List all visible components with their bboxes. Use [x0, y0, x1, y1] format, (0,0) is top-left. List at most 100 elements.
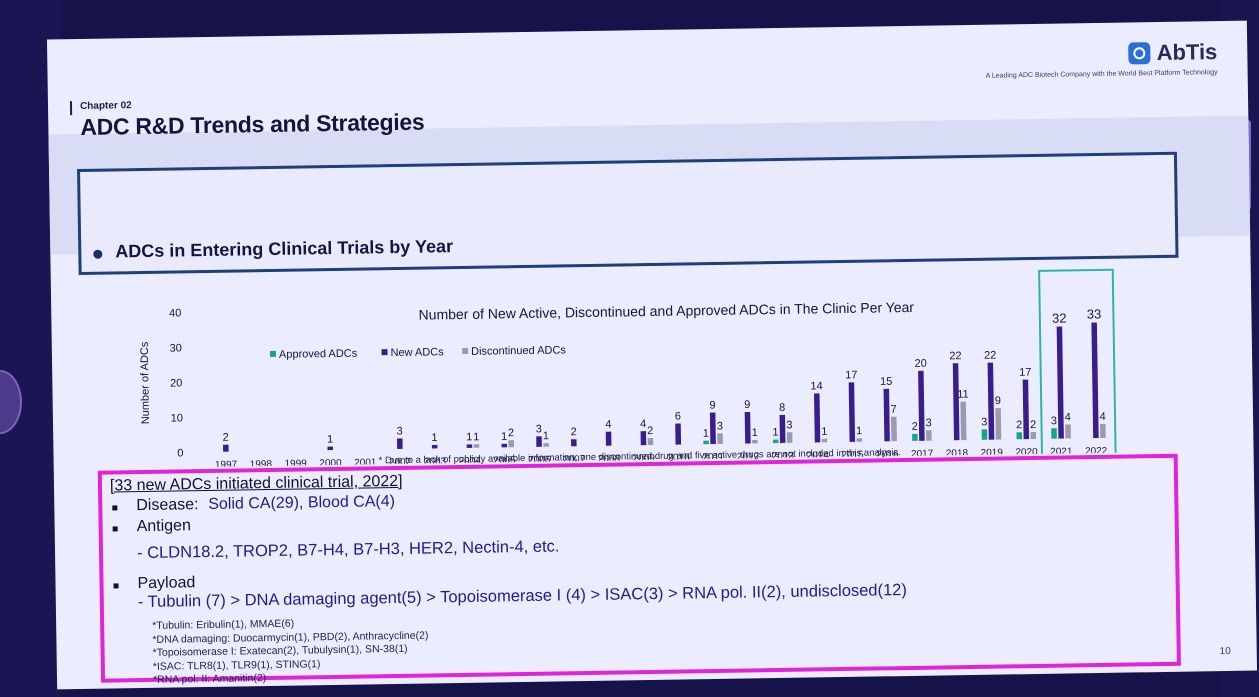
data-label: 7	[890, 404, 896, 416]
bar-discontinued-adcs	[926, 430, 932, 441]
bar-new-adcs	[709, 412, 716, 445]
bar-discontinued-adcs	[543, 443, 549, 447]
data-label: 20	[915, 358, 927, 370]
bar-approved-adcs	[981, 429, 988, 440]
bar-new-adcs	[223, 444, 229, 452]
x-tick-label: 2015	[841, 450, 864, 461]
bar-new-adcs	[675, 423, 682, 445]
x-tick-label: 2008	[598, 454, 621, 465]
bar-new-adcs	[848, 382, 856, 442]
bar-new-adcs	[536, 436, 542, 447]
x-tick-label: 2013	[772, 451, 795, 462]
x-tick-label: 2006	[528, 455, 551, 466]
data-label: 4	[1099, 411, 1105, 423]
data-label: 1	[327, 434, 333, 446]
details-box: [33 new ADCs initiated clinical trial, 2…	[97, 453, 1181, 686]
company-tagline: A Leading ADC Biotech Company with the W…	[985, 69, 1218, 80]
data-label: 17	[1019, 367, 1031, 379]
x-tick-label: 2021	[1050, 446, 1073, 457]
data-label: 3	[536, 423, 542, 435]
x-tick-label: 1997	[215, 460, 238, 469]
x-tick-label: 2004	[458, 456, 481, 467]
data-label: 1	[466, 431, 472, 443]
x-tick-label: 2001	[354, 457, 377, 468]
bar-new-adcs	[501, 443, 508, 448]
bullet-icon	[112, 526, 118, 532]
bar-new-adcs	[571, 439, 577, 447]
payload-notes: *Tubulin: Eribulin(1), MMAE(6) *DNA dama…	[152, 616, 429, 688]
x-tick-label: 2010	[667, 452, 690, 463]
data-label: 15	[880, 376, 892, 388]
bar-new-adcs	[466, 444, 473, 448]
y-tick-label: 10	[171, 412, 183, 424]
data-label: 1	[821, 426, 827, 438]
data-label: 2	[647, 425, 653, 437]
data-label: 4	[1065, 411, 1071, 423]
logo-text: AbTis	[1156, 39, 1218, 66]
x-tick-label: 2002	[389, 457, 412, 468]
data-label: 3	[926, 417, 932, 429]
y-tick-label: 40	[169, 307, 181, 319]
bar-approved-adcs	[912, 433, 918, 441]
data-label: 9	[709, 400, 715, 412]
bar-discontinued-adcs	[960, 401, 967, 441]
data-label: 3	[396, 425, 402, 437]
data-label: 22	[949, 350, 961, 362]
data-label: 8	[779, 402, 785, 414]
bar-new-adcs	[744, 411, 751, 444]
x-tick-label: 2012	[737, 451, 760, 462]
x-tick-label: 2009	[633, 453, 656, 464]
x-tick-label: 2022	[1085, 446, 1108, 457]
bar-discontinued-adcs	[717, 433, 723, 444]
data-label: 2	[571, 426, 577, 438]
chapter-marker	[69, 101, 73, 116]
data-label: 3	[1051, 415, 1057, 427]
bar-approved-adcs	[1051, 428, 1057, 439]
chapter-label: Chapter 02	[79, 100, 132, 112]
bar-new-adcs	[431, 444, 438, 449]
bar-approved-adcs	[772, 439, 779, 444]
bar-new-adcs	[605, 431, 612, 446]
data-label: 32	[1052, 310, 1067, 325]
x-tick-label: 1999	[284, 458, 307, 468]
bar-new-adcs	[1022, 379, 1030, 440]
bar-approved-adcs	[1016, 432, 1023, 440]
x-tick-label: 2017	[911, 449, 934, 460]
x-tick-label: 2016	[876, 449, 899, 460]
bullet-icon	[93, 249, 103, 259]
antigen-label: Antigen	[136, 517, 192, 536]
disease-label: Disease:	[136, 496, 199, 515]
bar-new-adcs	[814, 393, 821, 443]
x-tick-label: 2014	[807, 450, 830, 461]
bullet-icon	[113, 583, 119, 589]
bar-discontinued-adcs	[647, 437, 654, 446]
data-label: 3	[981, 416, 987, 428]
section-header-box: ADCs in Entering Clinical Trials by Year	[77, 151, 1179, 275]
bar-discontinued-adcs	[995, 408, 1002, 440]
data-label: 1	[856, 425, 862, 437]
data-label: 1	[431, 432, 437, 444]
bar-discontinued-adcs	[890, 416, 897, 442]
section-title: ADCs in Entering Clinical Trials by Year	[115, 236, 454, 262]
slide-title: ADC R&D Trends and Strategies	[80, 108, 425, 140]
data-label: 2	[1016, 419, 1022, 431]
bar-discontinued-adcs	[752, 439, 758, 444]
data-label: 4	[640, 418, 646, 430]
bar-discontinued-adcs	[473, 444, 480, 448]
data-label: 33	[1087, 306, 1102, 321]
bar-discontinued-adcs	[1030, 431, 1037, 440]
bar-approved-adcs	[703, 440, 709, 445]
data-label: 1	[752, 427, 758, 439]
legend-swatch	[381, 349, 388, 356]
bar-new-adcs	[1056, 326, 1064, 439]
bar-discontinued-adcs	[1065, 424, 1071, 439]
presentation-slide: Chapter 02 ADC R&D Trends and Strategies…	[46, 20, 1258, 690]
bar-new-adcs	[918, 370, 925, 441]
x-tick-label: 1998	[250, 459, 273, 468]
x-tick-label: 2003	[424, 456, 447, 467]
y-tick-label: 0	[177, 447, 183, 459]
legend-label: Discontinued ADCs	[471, 344, 566, 357]
y-tick-label: 20	[170, 377, 182, 389]
bar-discontinued-adcs	[508, 440, 515, 448]
company-logo: AbTis	[1128, 39, 1218, 66]
